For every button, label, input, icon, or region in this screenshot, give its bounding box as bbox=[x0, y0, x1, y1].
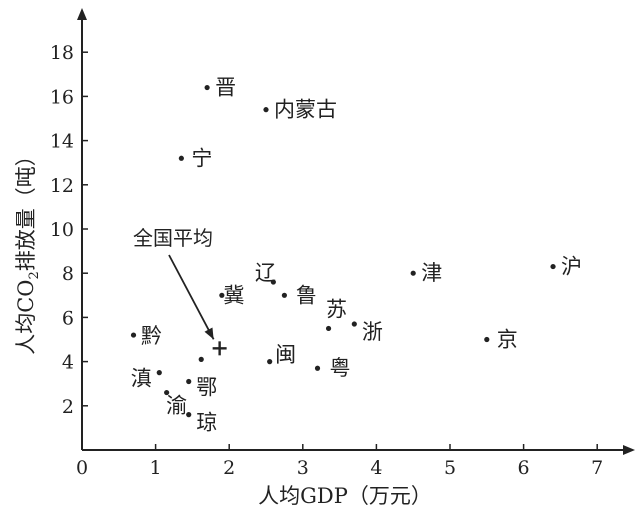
average-arrow-head bbox=[204, 327, 214, 340]
x-tick-label: 7 bbox=[591, 457, 603, 479]
data-point bbox=[484, 336, 490, 343]
data-point bbox=[270, 279, 276, 285]
x-tick-label: 4 bbox=[370, 457, 382, 479]
data-point bbox=[204, 84, 210, 91]
data-point bbox=[164, 389, 170, 396]
data-point-label: 渝 bbox=[166, 394, 187, 418]
average-label: 全国平均 bbox=[133, 226, 213, 250]
data-point bbox=[130, 332, 137, 338]
average-arrow-line bbox=[168, 254, 215, 340]
data-point-label: 津 bbox=[421, 261, 442, 285]
y-tick-label: 10 bbox=[50, 219, 74, 241]
data-point bbox=[351, 321, 357, 327]
data-point-label: 琼 bbox=[196, 411, 217, 435]
data-point bbox=[186, 378, 192, 385]
x-tick-label: 2 bbox=[223, 457, 235, 479]
data-point bbox=[178, 155, 184, 161]
data-point bbox=[267, 359, 273, 365]
y-tick-label: 2 bbox=[62, 396, 74, 418]
data-point bbox=[410, 270, 416, 276]
data-point bbox=[314, 365, 321, 371]
data-point bbox=[156, 370, 162, 376]
data-point-label: 滇 bbox=[131, 367, 152, 391]
y-axis-label-subscript: 2 bbox=[27, 271, 42, 279]
data-point-label: 沪 bbox=[561, 255, 582, 279]
x-tick-label: 6 bbox=[518, 457, 530, 479]
data-point-label: 粤 bbox=[330, 356, 351, 380]
data-point bbox=[186, 412, 192, 418]
data-point-label: 内蒙古 bbox=[274, 98, 337, 122]
data-point bbox=[198, 356, 204, 362]
data-point-label: 鄂 bbox=[196, 375, 217, 399]
data-point bbox=[281, 292, 287, 298]
y-tick-label: 18 bbox=[50, 42, 74, 64]
x-tick-label: 1 bbox=[150, 457, 162, 479]
x-tick-label: 5 bbox=[444, 457, 456, 479]
data-point-label: 鲁 bbox=[296, 283, 317, 307]
data-point-label: 闽 bbox=[275, 343, 296, 367]
data-point bbox=[550, 263, 556, 270]
data-point-label: 晋 bbox=[215, 76, 236, 100]
average-annotation: 全国平均 bbox=[133, 226, 227, 356]
axes bbox=[77, 8, 635, 455]
y-tick-label: 16 bbox=[50, 86, 74, 108]
data-point-label: 宁 bbox=[191, 146, 212, 170]
x-axis-label: 人均GDP（万元） bbox=[258, 484, 432, 508]
data-point bbox=[219, 292, 225, 298]
y-tick-label: 4 bbox=[62, 352, 74, 374]
data-point-label: 黔 bbox=[141, 324, 162, 348]
x-tick-label: 3 bbox=[297, 457, 309, 479]
data-point-label: 京 bbox=[497, 328, 518, 352]
data-point-label: 浙 bbox=[362, 320, 383, 344]
y-axis-label-part-1: 人均CO bbox=[14, 279, 38, 354]
data-point-label: 苏 bbox=[326, 297, 347, 321]
y-tick-label: 14 bbox=[50, 131, 74, 153]
y-tick-label: 8 bbox=[62, 263, 74, 285]
data-point-label: 冀 bbox=[223, 283, 244, 307]
x-axis-arrow bbox=[623, 445, 635, 455]
y-tick-label: 12 bbox=[50, 175, 74, 197]
y-tick-label: 6 bbox=[62, 307, 74, 329]
data-point-label: 辽 bbox=[255, 261, 276, 285]
x-tick-label: 0 bbox=[76, 457, 88, 479]
data-point bbox=[325, 325, 332, 332]
y-axis-arrow bbox=[77, 8, 87, 20]
y-axis-label-part-2: 排放量（吨） bbox=[14, 145, 38, 271]
y-axis-label: 人均CO2排放量（吨） bbox=[14, 145, 42, 355]
data-point bbox=[263, 107, 269, 113]
